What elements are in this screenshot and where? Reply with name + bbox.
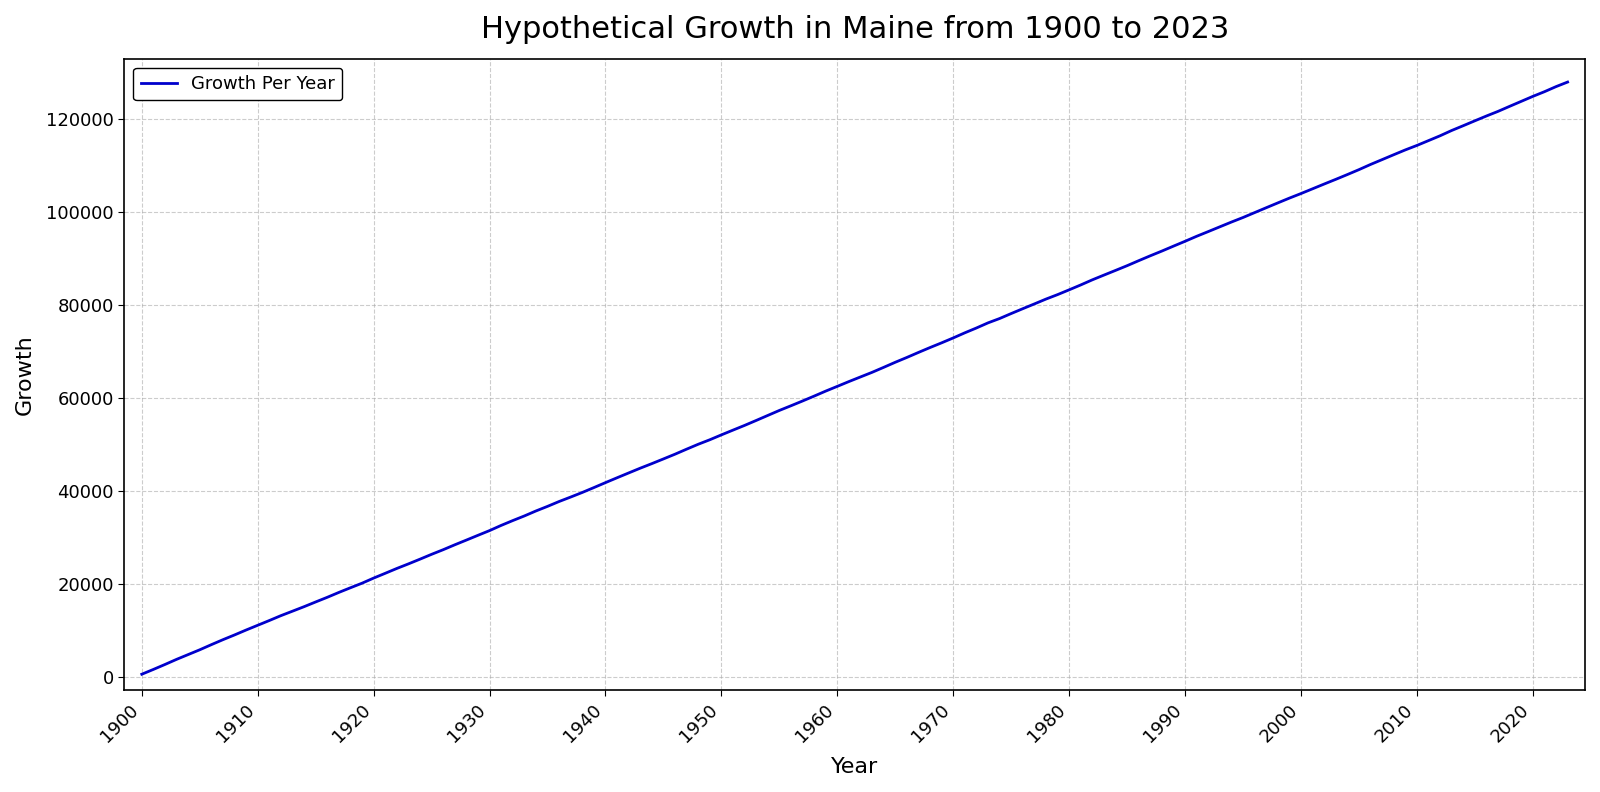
- Growth Per Year: [398, 559, 418, 569]
- Growth Per Year: [144, 664, 163, 674]
- Growth Per Year: [133, 669, 152, 679]
- Growth Per Year: [1558, 78, 1578, 87]
- Y-axis label: Growth: Growth: [14, 334, 35, 415]
- Title: Hypothetical Growth in Maine from 1900 to 2023: Hypothetical Growth in Maine from 1900 t…: [480, 15, 1229, 44]
- Growth Per Year: [549, 497, 568, 506]
- Growth Per Year: [226, 630, 245, 640]
- X-axis label: Year: Year: [830, 757, 878, 777]
- Growth Per Year: [1547, 82, 1566, 91]
- Line: Growth Per Year: Growth Per Year: [142, 82, 1568, 674]
- Legend: Growth Per Year: Growth Per Year: [133, 68, 342, 101]
- Growth Per Year: [955, 328, 974, 337]
